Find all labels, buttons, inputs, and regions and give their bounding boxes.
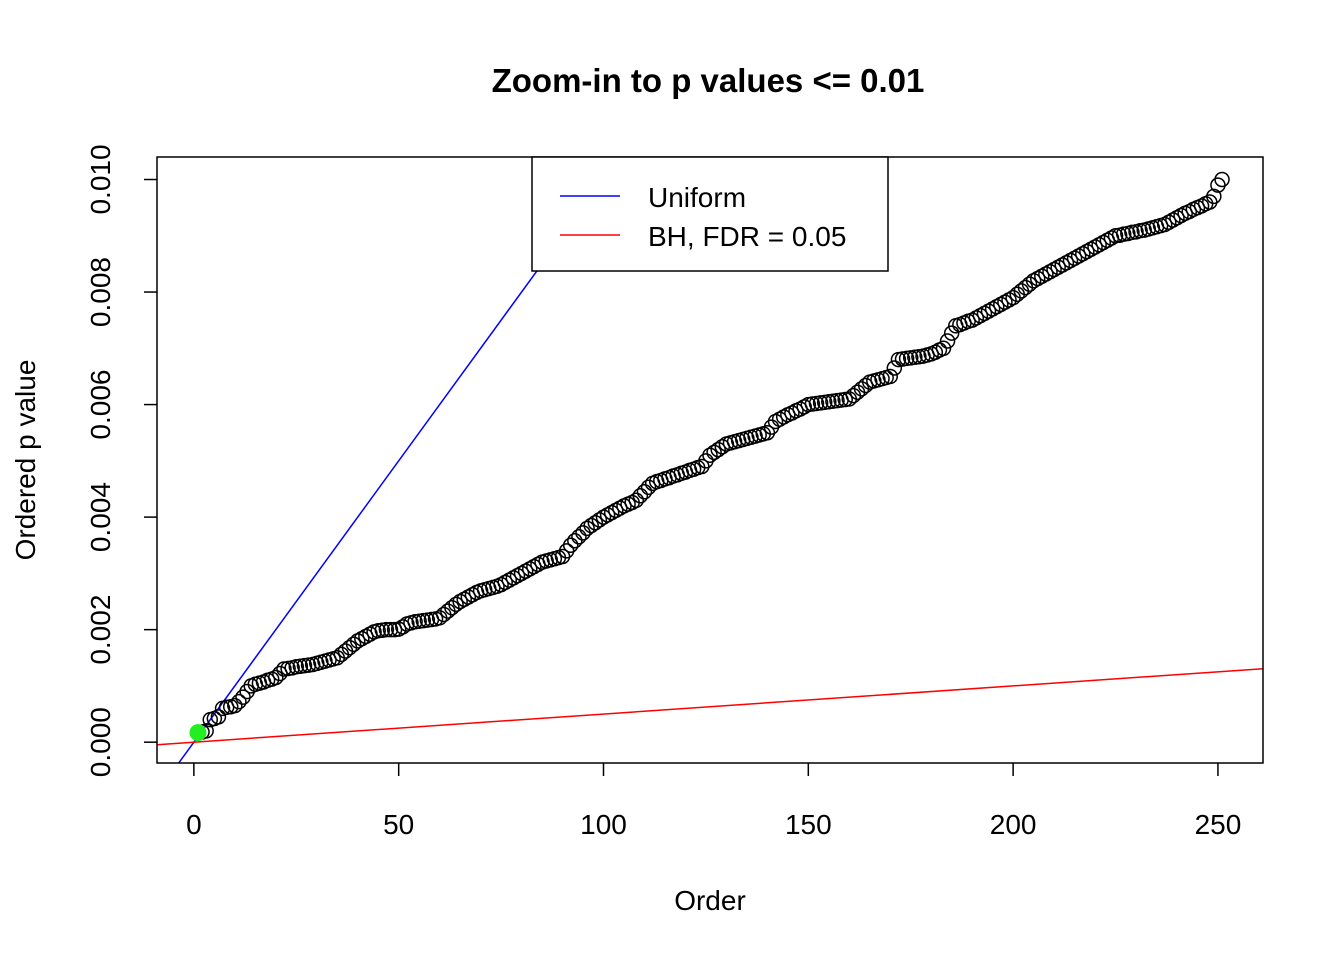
y-tick-label: 0.002: [85, 595, 116, 665]
data-point: [882, 368, 898, 385]
data-point: [210, 709, 227, 725]
legend-label-uniform: Uniform: [648, 182, 746, 213]
chart-title: Zoom-in to p values <= 0.01: [492, 62, 925, 99]
data-point: [231, 693, 247, 710]
data-point: [935, 340, 952, 357]
data-point: [636, 484, 653, 500]
highlighted-point: [189, 724, 207, 742]
data-point: [571, 529, 587, 545]
y-axis: 0.000 0.002 0.004 0.006 0.008 0.010: [85, 144, 157, 777]
data-point: [706, 444, 722, 461]
data-point: [628, 492, 645, 508]
data-point: [448, 596, 464, 613]
data-point: [591, 512, 608, 528]
y-tick-label: 0.006: [85, 370, 116, 440]
legend: Uniform BH, FDR = 0.05: [531, 156, 889, 272]
x-axis-label: Order: [674, 885, 746, 916]
data-point: [939, 333, 956, 349]
data-point: [378, 621, 395, 638]
x-tick-label: 250: [1195, 809, 1242, 840]
data-points: [189, 171, 1230, 742]
x-tick-label: 150: [785, 809, 832, 840]
data-point: [1214, 171, 1230, 188]
reference-line-1: [157, 668, 1263, 746]
data-point: [562, 537, 579, 553]
data-point: [1206, 188, 1222, 205]
data-point: [579, 520, 595, 537]
data-point: [587, 514, 604, 531]
reference-line-0: [177, 157, 621, 763]
y-tick-label: 0.010: [85, 144, 116, 214]
data-point: [943, 325, 960, 341]
data-point: [710, 441, 726, 458]
data-point: [632, 487, 649, 504]
reference-lines: [157, 157, 1263, 763]
x-tick-label: 0: [186, 809, 202, 840]
x-axis: 0 50 100 150 200 250: [186, 763, 1241, 840]
data-point: [640, 479, 657, 496]
data-point: [345, 636, 362, 653]
data-point: [702, 447, 718, 463]
data-point: [382, 621, 399, 638]
data-point: [227, 697, 243, 714]
legend-label-bh: BH, FDR = 0.05: [648, 221, 846, 252]
y-tick-label: 0.000: [85, 707, 116, 777]
data-point: [583, 517, 599, 534]
x-tick-label: 200: [990, 809, 1037, 840]
y-tick-label: 0.008: [85, 257, 116, 327]
legend-box: [531, 156, 889, 272]
y-axis-label: Ordered p value: [10, 360, 41, 561]
x-tick-label: 100: [580, 809, 627, 840]
data-point: [1021, 276, 1038, 292]
data-point: [886, 360, 903, 376]
data-point: [575, 525, 591, 541]
x-tick-label: 50: [383, 809, 414, 840]
y-tick-label: 0.004: [85, 482, 116, 552]
data-point: [268, 669, 284, 686]
data-point: [567, 532, 583, 549]
